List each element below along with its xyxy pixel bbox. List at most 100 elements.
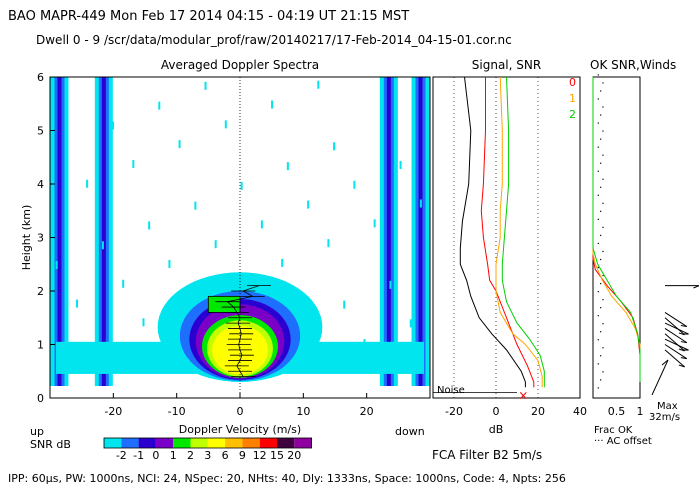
panel3-xlabel: Frac OK xyxy=(594,425,633,436)
noise-stripes xyxy=(50,77,430,386)
noise-speckle xyxy=(178,140,181,149)
signal-series-line xyxy=(495,76,543,388)
colorbar-cell xyxy=(155,438,174,448)
noise-speckle xyxy=(55,261,58,270)
x-tick-label: 10 xyxy=(296,405,310,418)
noise-speckle xyxy=(194,201,197,210)
noise-speckle xyxy=(50,357,52,366)
wind-barb-head xyxy=(680,325,687,328)
noise-speckle xyxy=(75,299,78,308)
colorbar-label: 1 xyxy=(170,449,177,462)
ac-offset-dot xyxy=(600,90,602,92)
wind-scale-arrow xyxy=(651,359,669,396)
noise-speckle xyxy=(240,181,243,190)
wind-barb xyxy=(664,349,685,368)
ac-offset-dot xyxy=(597,266,599,269)
colorbar-title: SNR dB xyxy=(30,438,71,451)
colorbar-cell xyxy=(138,438,156,448)
ac-offset-dot xyxy=(600,138,602,140)
noise-speckle xyxy=(286,162,289,171)
y-tick-label: 3 xyxy=(37,232,44,245)
colorbar-cell xyxy=(104,438,122,448)
y-tick-label: 5 xyxy=(37,125,44,138)
colorbar-cell xyxy=(190,438,208,448)
ok-series-line xyxy=(592,77,641,382)
noise-speckle xyxy=(86,179,89,188)
ac-offset-dot xyxy=(597,98,599,100)
x-tick-label: -10 xyxy=(168,405,186,418)
wind-barb-head xyxy=(678,332,685,336)
ac-offset-dot xyxy=(602,178,604,180)
ac-offset-dot xyxy=(600,379,602,381)
colorbar-label: 6 xyxy=(222,449,229,462)
colorbar-cell xyxy=(225,438,243,448)
down-label: down xyxy=(395,425,425,438)
wind-barb xyxy=(664,317,685,336)
x-tick-label: 20 xyxy=(531,405,545,418)
legend-entry: 1 xyxy=(569,92,576,105)
ac-offset-dot xyxy=(597,291,599,293)
ok-series-line xyxy=(592,77,641,382)
noise-speckle xyxy=(260,220,263,229)
noise-speckle xyxy=(132,159,135,168)
panel3-title: OK SNR,Winds xyxy=(590,58,676,72)
colorbar-label: 15 xyxy=(270,449,284,462)
noise-speckle xyxy=(327,239,330,248)
colorbar-cell xyxy=(259,438,277,448)
noise-speckle xyxy=(373,219,376,228)
wind-barb-head xyxy=(693,285,700,289)
colorbar-label: 2 xyxy=(187,449,194,462)
ac-offset-dot xyxy=(602,250,604,253)
noise-speckle xyxy=(343,300,346,309)
y-tick-label: 6 xyxy=(37,71,44,84)
wind-barb-head xyxy=(680,341,687,344)
ac-offset-dot xyxy=(600,114,602,116)
colorbar-label: -2 xyxy=(116,449,127,462)
ac-offset-dot xyxy=(602,154,604,156)
legend-entry: 2 xyxy=(569,108,576,121)
panel2-title: Signal, SNR xyxy=(472,58,541,72)
ac-offset-dot xyxy=(597,363,599,365)
colorbar-label: 3 xyxy=(204,449,211,462)
x-tick-label: -20 xyxy=(445,405,463,418)
ac-offset-dot xyxy=(597,315,599,317)
noise-speckle xyxy=(317,80,320,89)
ac-offset-dot xyxy=(602,371,604,373)
up-label: up xyxy=(30,425,44,438)
ac-offset-dot xyxy=(600,307,602,309)
wind-barb xyxy=(664,328,688,344)
noise-stripe-core xyxy=(386,77,391,386)
noise-speckle xyxy=(204,81,207,90)
noise-speckle xyxy=(389,280,392,289)
cross-marker: × xyxy=(518,388,528,402)
ac-offset-dot xyxy=(597,242,599,245)
colorbar-label: 20 xyxy=(287,449,301,462)
noise-speckle xyxy=(307,200,310,209)
colorbar-label: 9 xyxy=(239,449,246,462)
colorbar-cell xyxy=(121,438,139,448)
noise-speckle xyxy=(142,318,145,327)
x-tick-label: 0 xyxy=(237,405,244,418)
x-tick-label: 20 xyxy=(360,405,374,418)
x-tick-label: -20 xyxy=(104,405,122,418)
moment-line xyxy=(226,285,260,377)
ac-offset-dot xyxy=(602,274,604,277)
ac-offset-dot xyxy=(600,282,602,285)
wind-barb xyxy=(664,333,685,352)
ac-offset-dot xyxy=(597,146,599,148)
panel3-frame xyxy=(592,76,641,399)
ac-offset-dot xyxy=(597,387,599,389)
wind-barb-head xyxy=(678,364,685,368)
noise-speckle xyxy=(65,141,68,150)
header-dwell: Dwell 0 - 9 /scr/data/modular_prof/raw/2… xyxy=(36,33,512,47)
wind-barb xyxy=(664,322,689,335)
ac-offset-dot xyxy=(602,106,604,108)
noise-label: Noise xyxy=(437,385,465,396)
colorbar-label: 0 xyxy=(152,449,159,462)
ac-offset-dot xyxy=(597,170,599,172)
ac-offset-dot xyxy=(600,258,602,261)
ac-offset-dot xyxy=(602,299,604,301)
ac-offset-dot xyxy=(602,130,604,132)
noise-speckle xyxy=(333,142,336,151)
